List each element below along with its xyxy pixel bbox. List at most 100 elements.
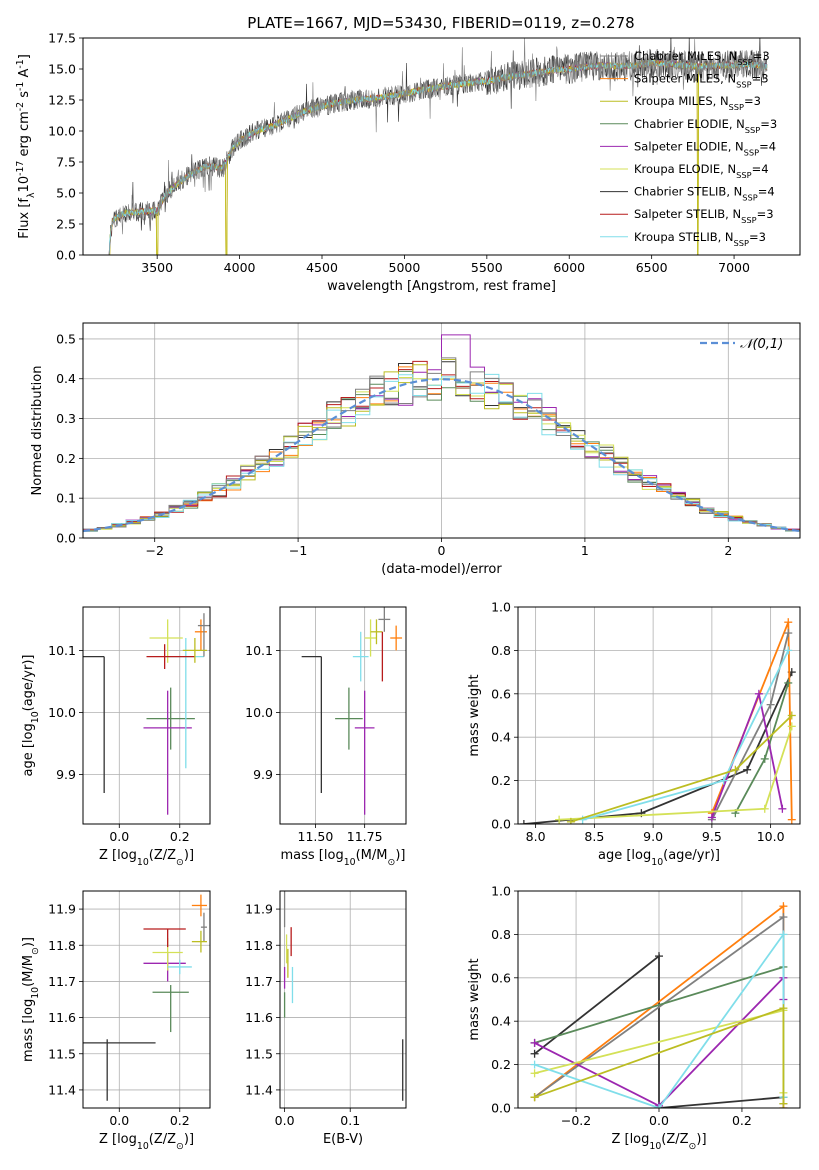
label-part: SSP — [736, 80, 751, 90]
errorbars — [301, 607, 403, 815]
label-part: (Z/Z — [661, 1132, 688, 1147]
y-tick-label: 11.9 — [48, 902, 76, 917]
label-part: SSP — [729, 102, 744, 112]
y-tick-label: 0.8 — [491, 927, 511, 942]
mass-vs-extinction-panel: 0.0 0.1 11.4 11.5 11.6 11.7 11.8 11.9 E(B-V) — [245, 890, 407, 1147]
label-part: Kroupa MILES, N — [634, 94, 729, 108]
spectrum-panel: 3500 4000 4500 5000 5500 6000 6500 7000 0.0 2.5 5.… — [15, 31, 801, 294]
y-tick-label: 1.0 — [491, 600, 511, 615]
label-part: 10 — [30, 711, 41, 723]
label-part: mass weight — [467, 674, 482, 756]
errorbars — [283, 891, 404, 1101]
y-tick-label: 2.5 — [56, 217, 76, 232]
mass-vs-metallicity-panel: 0.0 0.211.411.511.611.711.811.9Z [log10(Z… — [21, 890, 211, 1152]
y-tick-label: 5.0 — [56, 186, 76, 201]
label-part: 10 — [137, 857, 149, 868]
label-part: )] — [21, 937, 36, 947]
x-tick-label: 7000 — [718, 260, 750, 275]
age-vs-metallicity-panel: 0.0 0.29.910.010.1Z [log10(Z/Z⊙)]age [log… — [21, 606, 211, 868]
y-tick-label: 15.0 — [48, 62, 76, 77]
histogram-series — [83, 357, 800, 533]
y-tick-label: 0.2 — [56, 451, 76, 466]
x-axis-label: Z [log10(Z/Z⊙)] — [99, 1132, 194, 1152]
label-part: Salpeter MILES, N — [634, 72, 736, 86]
x-tick-label: 11.50 — [298, 829, 334, 844]
label-part: mass weight — [467, 958, 482, 1040]
histograms — [83, 334, 800, 534]
label-part: (age/yr)] — [21, 655, 36, 712]
label-part: =3 — [752, 72, 769, 86]
legend-label: Chabrier ELODIE, NSSP=3 — [634, 117, 777, 135]
y-tick-label: 17.5 — [48, 31, 76, 46]
y-tick-label: 11.7 — [245, 974, 273, 989]
label-part: E(B-V) — [323, 1132, 363, 1147]
label-part: Z [log — [99, 848, 137, 863]
weight-lines — [519, 618, 796, 824]
x-tick-label: −2 — [145, 543, 163, 558]
y-tick-label: 0.1 — [56, 491, 76, 506]
y-tick-label: 11.9 — [245, 902, 273, 917]
label-part: Kroupa STELIB, N — [634, 230, 734, 244]
label-part: wavelength [Angstrom, rest frame] — [327, 279, 556, 294]
y-axis-label: Flux [fλ10-17 erg cm-2 s-1 A-1] — [15, 54, 37, 239]
label-part: 𝒩(0,1) — [740, 337, 783, 352]
x-tick-label: 0.2 — [170, 829, 190, 844]
y-tick-label: 0.8 — [491, 643, 511, 658]
x-tick-label: 5500 — [471, 260, 503, 275]
y-tick-label: 11.7 — [48, 974, 76, 989]
label-part: Salpeter ELODIE, N — [634, 139, 744, 153]
label-part: =3 — [757, 207, 774, 221]
legend-label: Kroupa ELODIE, NSSP=4 — [634, 162, 769, 180]
y-tick-label: 11.4 — [245, 1082, 273, 1097]
label-part: =4 — [758, 185, 775, 199]
label-part: Salpeter STELIB, N — [634, 207, 741, 221]
y-axis-label: mass weight — [467, 674, 482, 756]
y-axis-label: mass [log10(M/M⊙)] — [21, 937, 41, 1062]
y-tick-label: 10.0 — [48, 705, 76, 720]
y-tick-label: 11.8 — [245, 938, 273, 953]
label-part: (data-model)/error — [381, 562, 502, 577]
label-part: s — [17, 91, 32, 102]
label-part: 10 — [651, 857, 663, 868]
label-part: )] — [696, 1132, 706, 1147]
weight-vs-metallicity-panel: −0.2 0.0 0.2 0.0 0.2 0.4 0.6 0.8 1.0 Z [log10(Z/Z… — [467, 884, 801, 1152]
weight-vs-age-panel: 8.0 8.5 9.0 9.5 10.0 0.0 0.2 0.4 0.6 0.8 1.0 age [l… — [467, 600, 801, 868]
label-part: (M/M — [356, 848, 388, 863]
label-part: ⊙ — [30, 947, 41, 955]
y-tick-label: 10.1 — [245, 643, 273, 658]
y-tick-label: 9.9 — [253, 767, 273, 782]
legend-label: 𝒩(0,1) — [740, 337, 783, 352]
axes-frame — [82, 890, 211, 1109]
x-tick-label: 1 — [581, 543, 589, 558]
y-tick-label: 11.5 — [48, 1046, 76, 1061]
x-tick-label: 6500 — [636, 260, 668, 275]
label-part: mass [log — [281, 848, 344, 863]
errorbars — [83, 613, 210, 815]
x-tick-label: −1 — [289, 543, 307, 558]
x-axis-label: mass [log10(M/M⊙)] — [281, 848, 406, 868]
weight-lines — [530, 902, 788, 1108]
label-part: ⊙ — [176, 857, 184, 868]
label-part: ⊙ — [176, 1141, 184, 1152]
label-part: (M/M — [21, 955, 36, 987]
label-part: =3 — [760, 117, 777, 131]
y-tick-label: 0.6 — [491, 686, 511, 701]
x-tick-label: 4500 — [306, 260, 338, 275]
label-part: Chabrier MILES, N — [634, 49, 737, 63]
axes-frame — [279, 890, 407, 1109]
y-tick-label: 11.4 — [48, 1082, 76, 1097]
label-part: ] — [17, 54, 32, 59]
label-part: age [log — [598, 848, 651, 863]
label-part: -2 — [15, 102, 26, 111]
label-part: (Z/Z — [149, 848, 176, 863]
y-axis-label: Normed distribution — [30, 366, 45, 496]
y-tick-label: 10.0 — [48, 124, 76, 139]
spectrum-series — [107, 38, 768, 255]
x-axis-label: (data-model)/error — [381, 562, 502, 577]
y-axis-label: mass weight — [467, 958, 482, 1040]
x-axis-label: Z [log10(Z/Z⊙)] — [611, 1132, 706, 1152]
y-axis-label: age [log10(age/yr)] — [21, 655, 41, 777]
spectrum-series — [107, 58, 768, 255]
